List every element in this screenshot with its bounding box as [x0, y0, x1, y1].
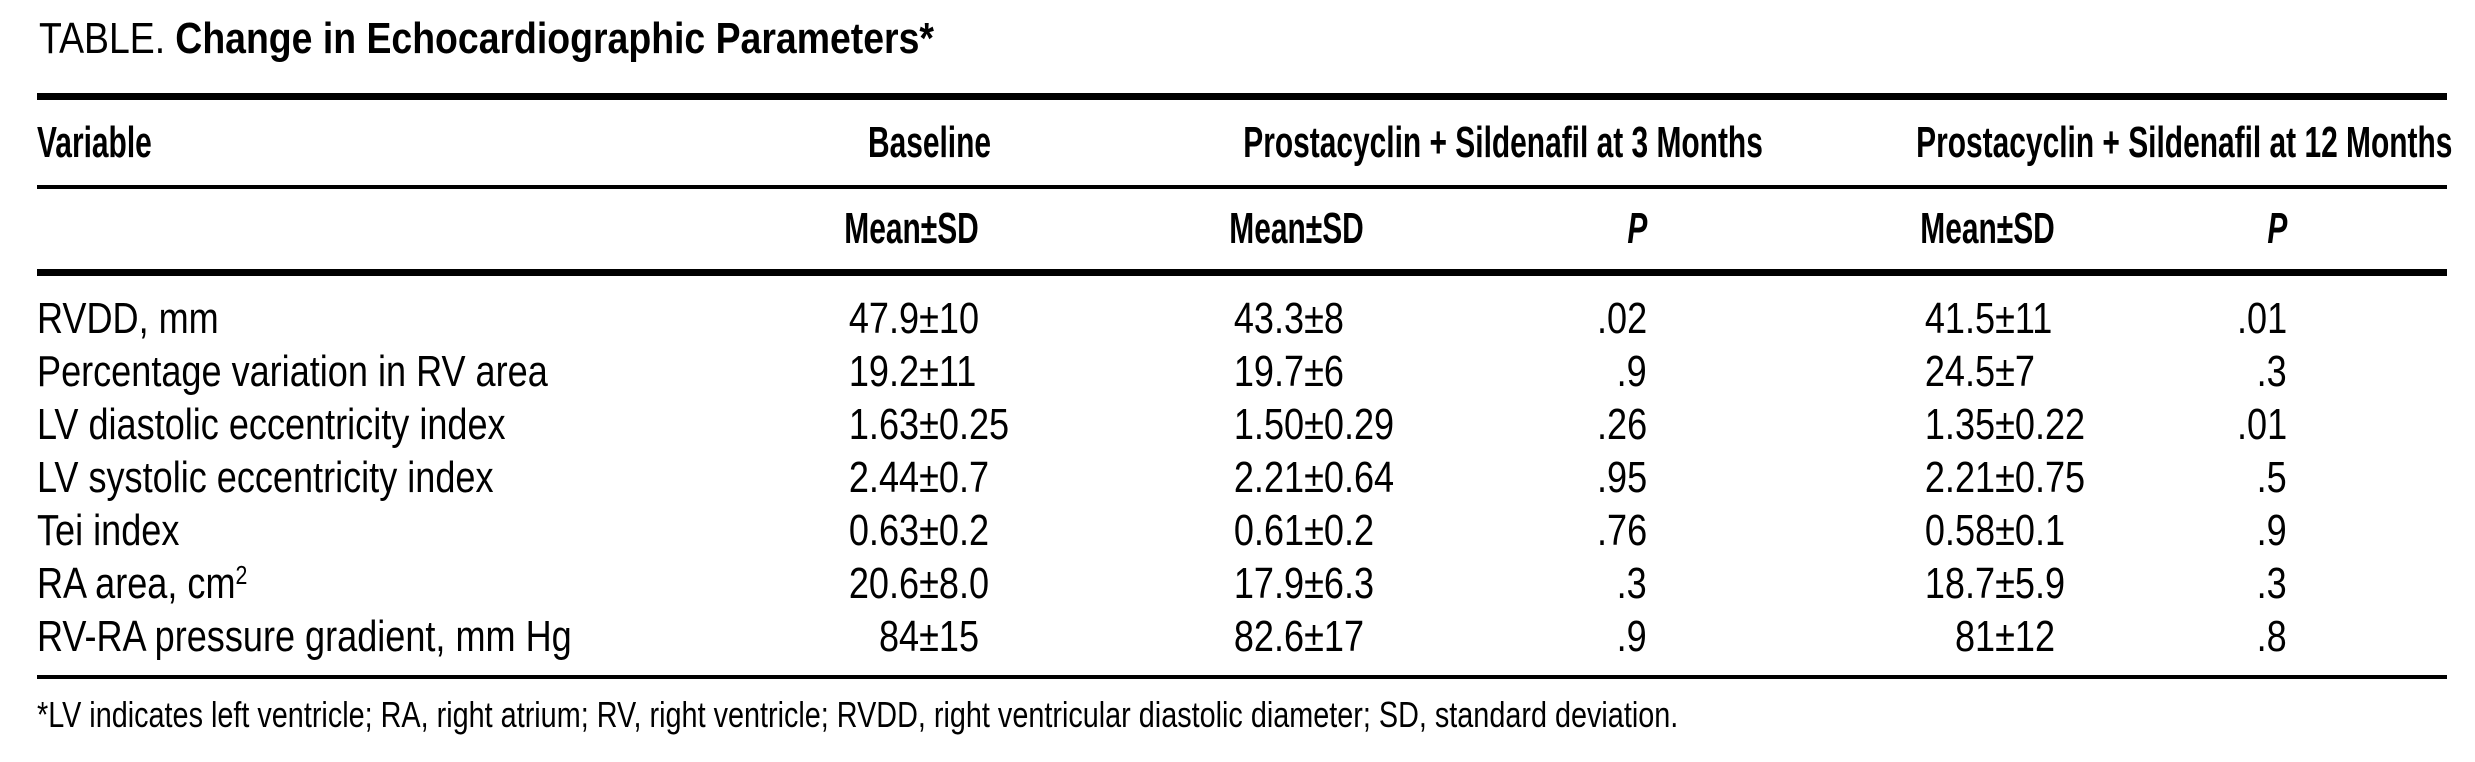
cell-12months-p: .8: [2220, 610, 2447, 679]
subheader-3months-p: P: [1507, 187, 1790, 276]
cell-3months-mean-sd: 19.7 ±6: [1233, 346, 1344, 396]
cell-12months-p: .3: [2256, 558, 2287, 608]
table-row-rv-area-variation: Percentage variation in RV area 19.2 ±11 …: [37, 345, 2447, 398]
cell-variable: RVDD, mm: [37, 293, 219, 343]
cell-3months-p: .76: [1596, 505, 1647, 555]
footnote-marker: *: [37, 694, 49, 735]
cell-variable: RV-RA pressure gradient, mm Hg: [37, 610, 737, 679]
cell-12months-mean-sd: 81 ±12: [1790, 610, 2220, 679]
cell-3months-p: .26: [1596, 399, 1647, 449]
header-spacer-cell: [37, 187, 737, 276]
echocardiographic-parameters-table: Variable Baseline Prostacyclin + Sildena…: [37, 93, 2452, 679]
cell-12months-mean-sd: 24.5 ±7: [1924, 346, 2035, 396]
cell-3months-p: .9: [1507, 610, 1790, 679]
table-header: Variable Baseline Prostacyclin + Sildena…: [37, 93, 2452, 276]
cell-3months-mean-sd: 43.3 ±8: [1233, 293, 1344, 343]
table-title-text: Change in Echocardiographic Parameters*: [175, 14, 934, 63]
table-row-tei-index: Tei index 0.63 ±0.2 0.61 ±0.2 .76 0.58 ±0.1…: [37, 504, 2447, 557]
table-row-rv-ra-gradient: RV-RA pressure gradient, mm Hg 84 ±15 82.…: [37, 610, 2447, 679]
cell-12months-mean-sd: 0.58 ±0.1: [1924, 505, 2066, 555]
cell-3months-p: .95: [1596, 452, 1647, 502]
cell-variable: LV diastolic eccentricity index: [37, 399, 506, 449]
cell-3months-mean-sd: 82.6 ±17: [1121, 610, 1507, 679]
cell-3months-mean-sd: 17.9 ±6.3: [1233, 558, 1375, 608]
cell-12months-p: .01: [2236, 293, 2287, 343]
table-row-lv-diastolic: LV diastolic eccentricity index 1.63 ±0.2…: [37, 398, 2447, 451]
cell-variable: RA area, cm2: [37, 558, 248, 608]
cell-12months-p: .5: [2256, 452, 2287, 502]
cell-baseline-mean-sd: 84 ±15: [737, 610, 1121, 679]
cell-variable: Percentage variation in RV area: [37, 346, 548, 396]
cell-12months-p: .3: [2256, 346, 2287, 396]
cell-baseline-mean-sd: 47.9 ±10: [848, 293, 980, 343]
header-group-3-months: Prostacyclin + Sildenafil at 3 Months: [1121, 93, 1790, 189]
table-label: TABLE.: [39, 14, 166, 63]
cell-variable: Tei index: [37, 505, 180, 555]
table-footnote: *LV indicates left ventricle; RA, right …: [37, 693, 2447, 737]
cell-3months-mean-sd: 0.61 ±0.2: [1233, 505, 1375, 555]
cell-3months-p: .02: [1596, 293, 1647, 343]
table-row-ra-area: RA area, cm2 20.6 ±8.0 17.9 ±6.3 .3 18.7 ±5…: [37, 557, 2447, 610]
cell-baseline-mean-sd: 0.63 ±0.2: [848, 505, 990, 555]
cell-variable: LV systolic eccentricity index: [37, 452, 494, 502]
header-row-measures: Mean ± SD Mean ± SD P Mean ± SD P: [37, 187, 2447, 276]
subheader-12months-p: P: [2220, 187, 2447, 276]
footnote-text: LV indicates left ventricle; RA, right a…: [48, 694, 1679, 735]
cell-baseline-mean-sd: 1.63 ±0.25: [848, 399, 1010, 449]
table-body: RVDD, mm 47.9 ±10 43.3 ±8 .02 41.5 ±11 .01 …: [37, 273, 2447, 679]
page-title: TABLE. Change in Echocardiographic Parame…: [39, 14, 2447, 64]
cell-12months-p: .01: [2236, 399, 2287, 449]
cell-12months-mean-sd: 1.35 ±0.22: [1924, 399, 2086, 449]
header-row-groups: Variable Baseline Prostacyclin + Sildena…: [37, 93, 2452, 189]
header-variable: Variable: [37, 93, 737, 189]
subheader-12months-mean-sd: Mean ± SD: [1790, 187, 2220, 276]
cell-12months-mean-sd: 18.7 ±5.9: [1924, 558, 2066, 608]
cell-12months-mean-sd: 41.5 ±11: [1924, 293, 2053, 343]
cell-baseline-mean-sd: 19.2 ±11: [848, 346, 977, 396]
header-baseline: Baseline: [737, 93, 1121, 189]
superscript-2: 2: [235, 559, 248, 590]
table-row-rvdd: RVDD, mm 47.9 ±10 43.3 ±8 .02 41.5 ±11 .01: [37, 273, 2447, 346]
cell-3months-mean-sd: 2.21 ±0.64: [1233, 452, 1395, 502]
cell-3months-mean-sd: 1.50 ±0.29: [1233, 399, 1395, 449]
cell-3months-p: .3: [1616, 558, 1647, 608]
cell-12months-mean-sd: 2.21 ±0.75: [1924, 452, 2086, 502]
cell-3months-p: .9: [1616, 346, 1647, 396]
cell-baseline-mean-sd: 2.44 ±0.7: [848, 452, 990, 502]
subheader-baseline-mean-sd: Mean ± SD: [737, 187, 1121, 276]
header-group-12-months: Prostacyclin + Sildenafil at 12 Months: [1790, 93, 2452, 189]
table-row-lv-systolic: LV systolic eccentricity index 2.44 ±0.7 …: [37, 451, 2447, 504]
subheader-3months-mean-sd: Mean ± SD: [1121, 187, 1507, 276]
cell-baseline-mean-sd: 20.6 ±8.0: [848, 558, 990, 608]
cell-12months-p: .9: [2256, 505, 2287, 555]
